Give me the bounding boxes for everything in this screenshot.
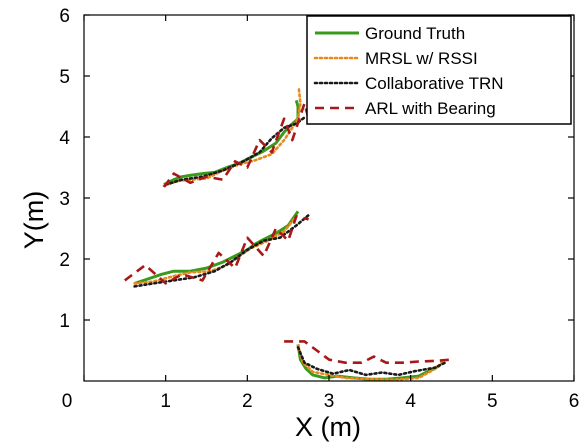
x-tick-label: 0 [62,391,73,412]
y-tick-label: 2 [59,250,70,271]
series-layer [124,86,452,382]
series-ground-truth-segment-1 [163,99,300,186]
x-axis-label: X (m) [295,412,361,442]
y-tick-label: 6 [59,6,70,27]
legend-label: MRSL w/ RSSI [365,49,478,68]
series-collaborative-trn-segment-2 [133,213,310,288]
legend-label: Collaborative TRN [365,74,504,93]
x-tick-label: 3 [324,391,335,412]
legend-label: ARL with Bearing [365,99,496,118]
series-mrsl-w-rssi-segment-2 [133,215,298,285]
series-arl-with-bearing-segment-1 [162,102,310,188]
legend: Ground Truth MRSL w/ RSSI Collaborative TR… [306,15,572,125]
x-tick-label: 6 [569,391,580,412]
x-tick-label: 2 [242,391,253,412]
x-tick-label: 5 [487,391,498,412]
series-mrsl-w-rssi-segment-3 [296,344,444,382]
x-tick-label: 1 [160,391,171,412]
series-arl-with-bearing-segment-3 [284,340,452,365]
legend-label: Ground Truth [365,24,465,43]
y-tick-label: 3 [59,189,70,210]
series-ground-truth-segment-2 [134,210,300,285]
y-tick-label: 4 [59,128,70,149]
series-collaborative-trn-segment-1 [164,116,306,186]
y-axis-label: Y(m) [19,191,49,249]
tick-layer: 0 1 2 3 4 5 6 1 2 3 4 5 6 [59,6,579,412]
series-collaborative-trn-segment-3 [296,346,447,377]
x-tick-label: 4 [405,391,416,412]
y-tick-label: 5 [59,67,70,88]
series-arl-with-bearing-segment-2 [124,215,309,285]
y-tick-label: 1 [59,311,70,332]
